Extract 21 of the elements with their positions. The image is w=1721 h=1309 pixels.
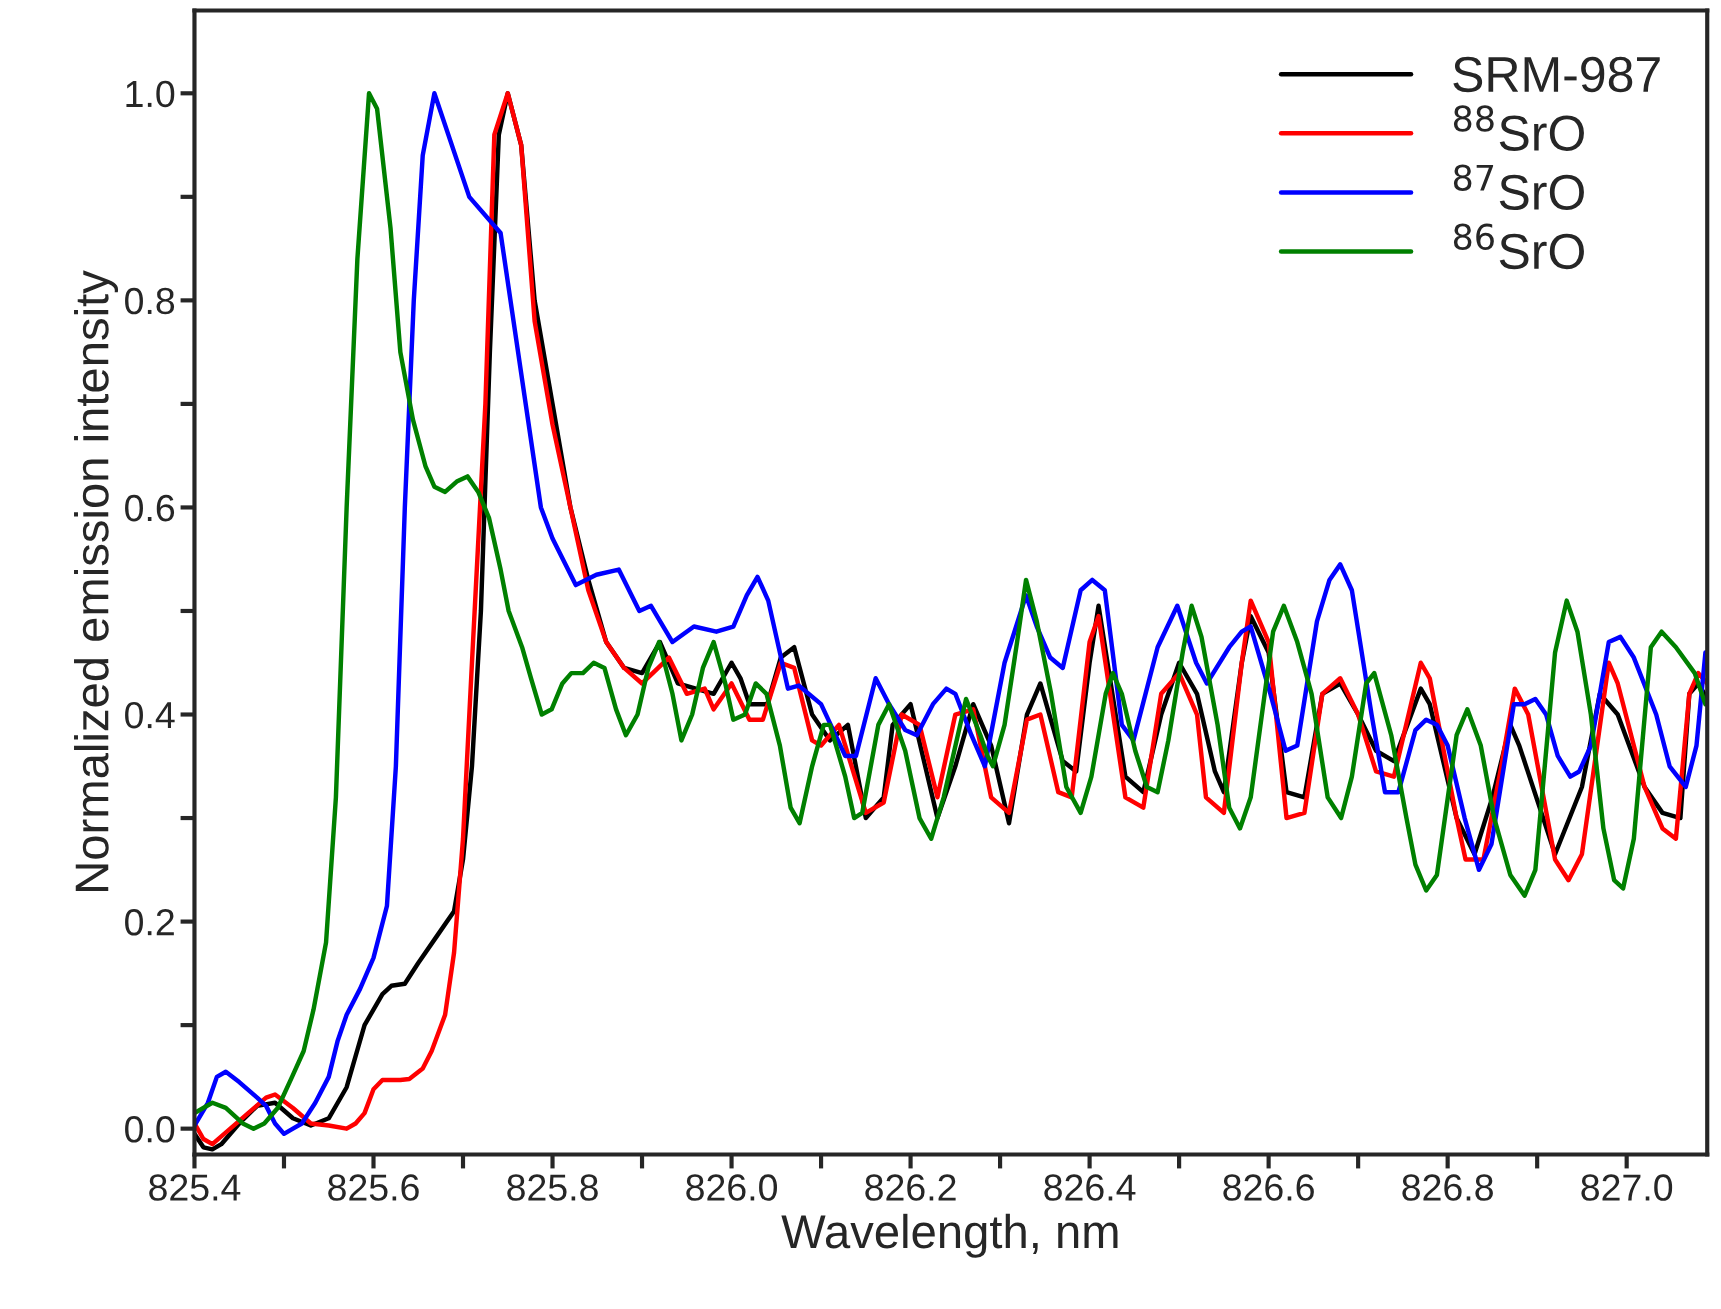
x-tick-label: 826.2	[865, 1174, 956, 1201]
x-tick-label: 826.4	[1044, 1174, 1136, 1201]
x-tick-label: 825.6	[328, 1174, 419, 1201]
text: SRM-987	[1453, 56, 1660, 93]
legend-label: $^{87}$SrO	[1453, 164, 1584, 211]
legend-label: $^{88}$SrO	[1453, 105, 1584, 151]
x-tick-label: 826.8	[1402, 1174, 1493, 1201]
y-tick-label: 0.4	[125, 701, 175, 729]
x-tick-label: 826.6	[1223, 1174, 1314, 1201]
x-tick-label: 826.0	[686, 1174, 778, 1201]
x-tick-label: 825.8	[507, 1174, 598, 1201]
y-tick-label: 0.2	[125, 908, 174, 936]
legend-label: $^{86}$SrO	[1453, 223, 1584, 270]
y-tick-label: 1.0	[126, 80, 175, 108]
y-axis-title: Normalized emission intensity	[74, 270, 119, 891]
y-tick-label: 0.8	[125, 287, 175, 315]
y-tick-label: 0.0	[125, 1116, 175, 1143]
x-tick-label: 825.4	[149, 1174, 241, 1201]
x-axis-title: Wavelength, nm	[781, 1213, 1118, 1258]
y-tick-label: 0.6	[125, 494, 175, 522]
x-tick-label: 827.0	[1581, 1174, 1673, 1201]
